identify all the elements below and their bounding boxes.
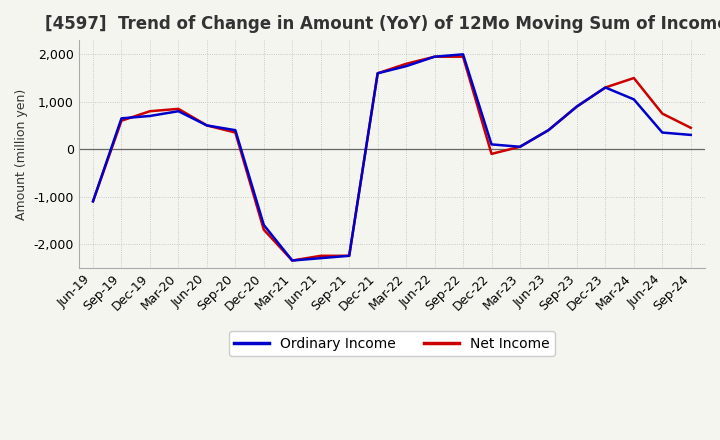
Net Income	[288, 258, 297, 263]
Line: Ordinary Income: Ordinary Income	[93, 54, 690, 260]
Net Income	[117, 118, 126, 123]
Net Income	[544, 128, 553, 133]
Ordinary Income	[516, 144, 524, 150]
Net Income	[572, 104, 581, 109]
Net Income	[402, 61, 410, 66]
Ordinary Income	[231, 128, 240, 133]
Net Income	[174, 106, 183, 111]
Net Income	[145, 109, 154, 114]
Ordinary Income	[431, 54, 439, 59]
Ordinary Income	[572, 104, 581, 109]
Net Income	[316, 253, 325, 258]
Ordinary Income	[686, 132, 695, 138]
Ordinary Income	[345, 253, 354, 258]
Ordinary Income	[459, 51, 467, 57]
Ordinary Income	[288, 258, 297, 263]
Ordinary Income	[374, 71, 382, 76]
Net Income	[629, 75, 638, 81]
Net Income	[89, 198, 97, 204]
Net Income	[686, 125, 695, 130]
Ordinary Income	[658, 130, 667, 135]
Ordinary Income	[316, 256, 325, 261]
Net Income	[658, 111, 667, 116]
Net Income	[516, 144, 524, 150]
Ordinary Income	[259, 222, 268, 227]
Y-axis label: Amount (million yen): Amount (million yen)	[15, 88, 28, 220]
Ordinary Income	[145, 114, 154, 119]
Net Income	[431, 54, 439, 59]
Net Income	[345, 253, 354, 258]
Ordinary Income	[174, 109, 183, 114]
Legend: Ordinary Income, Net Income: Ordinary Income, Net Income	[229, 331, 555, 356]
Ordinary Income	[601, 85, 610, 90]
Title: [4597]  Trend of Change in Amount (YoY) of 12Mo Moving Sum of Incomes: [4597] Trend of Change in Amount (YoY) o…	[45, 15, 720, 33]
Net Income	[202, 123, 211, 128]
Net Income	[601, 85, 610, 90]
Ordinary Income	[629, 97, 638, 102]
Ordinary Income	[544, 128, 553, 133]
Line: Net Income: Net Income	[93, 57, 690, 260]
Ordinary Income	[202, 123, 211, 128]
Net Income	[259, 227, 268, 232]
Net Income	[231, 130, 240, 135]
Ordinary Income	[487, 142, 496, 147]
Ordinary Income	[117, 116, 126, 121]
Net Income	[374, 71, 382, 76]
Net Income	[487, 151, 496, 157]
Ordinary Income	[402, 63, 410, 69]
Ordinary Income	[89, 198, 97, 204]
Net Income	[459, 54, 467, 59]
